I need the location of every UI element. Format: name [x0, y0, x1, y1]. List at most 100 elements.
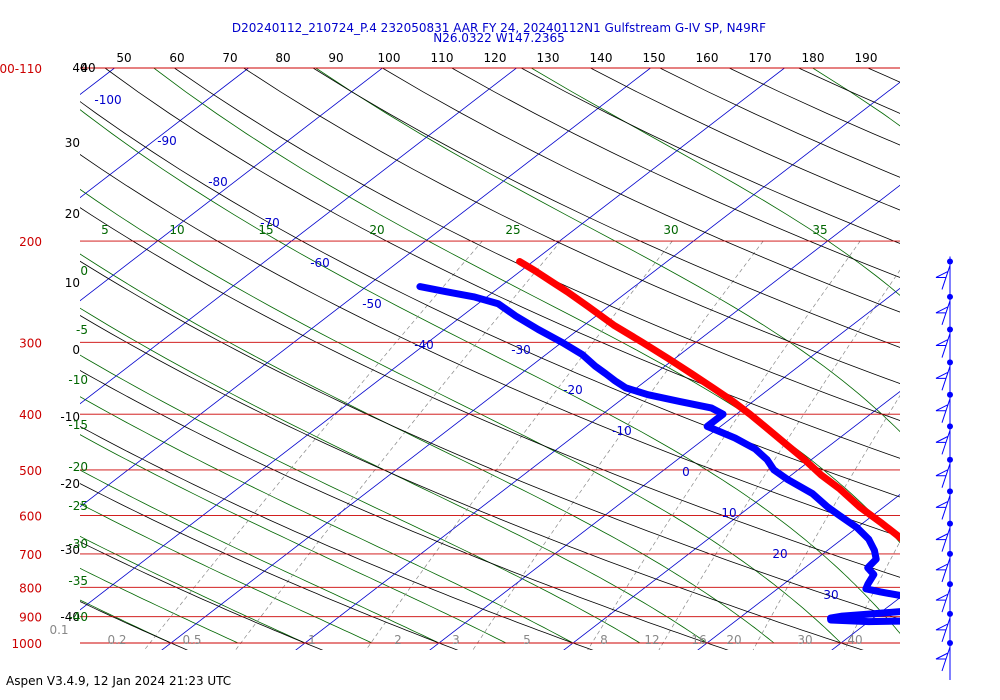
- theta-e-axis-label: -40: [68, 610, 88, 624]
- sounding-trace: [416, 283, 900, 626]
- wind-barb-dot: [947, 550, 953, 557]
- dry-adiabat-line: [381, 68, 900, 313]
- pressure-label: 700: [19, 548, 42, 562]
- wind-barb-flag: [935, 563, 949, 571]
- wind-barb-dot: [947, 520, 953, 527]
- wind-barb-dot: [947, 640, 953, 646]
- isotherm-label: -20: [563, 383, 583, 397]
- software-footer: Aspen V3.4.9, 12 Jan 2024 21:23 UTC: [6, 674, 232, 688]
- sounding-series: [416, 258, 900, 626]
- theta-e-axis-label: -25: [68, 499, 88, 513]
- mixing-ratio-label: 0.2: [107, 633, 126, 647]
- wind-barb-flag: [935, 500, 949, 508]
- dry-adiabat-line: [946, 12, 1000, 655]
- dry-adiabat-line: [589, 68, 900, 211]
- isotherm-line: [80, 68, 517, 405]
- pressure-label: 1000: [11, 637, 42, 651]
- temperature-axis-label: -30: [60, 543, 80, 557]
- wind-barb-dot: [947, 326, 953, 333]
- wind-barb-flag: [935, 435, 949, 443]
- isotherm-line: [831, 597, 900, 650]
- top-tick-label: 130: [537, 51, 560, 65]
- mixing-ratio-label: 5: [523, 633, 531, 647]
- theta-e-line: [80, 567, 239, 644]
- theta-e-label: 5: [101, 223, 109, 237]
- isotherm-label: -80: [208, 175, 228, 189]
- theta-e-axis-label: -35: [68, 574, 88, 588]
- theta-e-lines: [80, 68, 900, 644]
- theta-e-label: 35: [812, 223, 827, 237]
- dry-adiabat-line: [80, 314, 864, 650]
- theta-e-axis-label: 0: [80, 264, 88, 278]
- theta-e-axis-label: -10: [68, 373, 88, 387]
- temperature-axis-label: 10: [65, 276, 80, 290]
- mixing-ratio-label: 40: [847, 633, 862, 647]
- top-tick-label: 80: [275, 51, 290, 65]
- isotherm-label: -70: [260, 216, 280, 230]
- mixing-ratio-line: [658, 269, 900, 650]
- theta-e-label: 15: [258, 223, 273, 237]
- wind-barb-flag: [935, 271, 949, 278]
- pressure-label: 300: [19, 336, 42, 350]
- top-tick-label: 70: [222, 51, 237, 65]
- top-tick-label: 90: [328, 51, 343, 65]
- wind-barb-flag: [935, 404, 949, 412]
- isotherm-line: [80, 68, 249, 199]
- theta-e-line: [531, 68, 900, 296]
- top-tick-label: 100: [378, 51, 401, 65]
- dry-adiabat-line: [797, 68, 900, 114]
- mixing-ratio-line: [365, 240, 673, 650]
- dry-adiabat-line: [80, 260, 900, 620]
- theta-e-line: [80, 253, 775, 644]
- dry-adiabat-line: [80, 541, 324, 650]
- wind-barb-dot: [947, 423, 953, 430]
- pressure-label: 500: [19, 464, 42, 478]
- sounding-trace: [516, 258, 900, 542]
- isotherm-line: [295, 184, 900, 650]
- theta-e-line: [80, 354, 641, 644]
- top-tick-label: 170: [749, 51, 772, 65]
- chart-subtitle: N26.0322 W147.2365: [433, 31, 565, 45]
- wind-barb-flag: [935, 469, 949, 477]
- temperature-axis-label: 20: [65, 207, 80, 221]
- top-tick-label: 160: [696, 51, 719, 65]
- dry-adiabat-line: [451, 68, 900, 278]
- dry-adiabat-lines: [80, 12, 1000, 655]
- theta-e-line: [315, 68, 900, 433]
- theta-e-line: [80, 109, 900, 635]
- dry-adiabat-line: [80, 426, 594, 650]
- wind-barb-dot: [947, 391, 953, 398]
- dry-adiabat-line: [80, 207, 900, 578]
- dry-adiabat-line: [104, 68, 900, 459]
- dry-adiabat-line: [80, 601, 188, 650]
- temperature-axis-label: -10: [60, 410, 80, 424]
- isotherm-label: -50: [362, 297, 382, 311]
- theta-e-line: [80, 503, 373, 644]
- mixing-ratio-label: 3: [452, 633, 460, 647]
- pressure-label: 100-110: [0, 62, 42, 76]
- wind-barb-dot: [947, 293, 953, 300]
- theta-e-line: [80, 469, 440, 644]
- mixing-ratio-label: 12: [644, 633, 659, 647]
- wind-barb-flag: [935, 593, 949, 601]
- mixing-ratio-label: 20: [726, 633, 741, 647]
- wind-barb-flag: [935, 623, 949, 631]
- top-tick-label: 110: [431, 51, 454, 65]
- isotherm-line: [429, 287, 900, 650]
- pressure-label: 800: [19, 581, 42, 595]
- isotherm-line: [80, 68, 115, 96]
- isotherm-label: 0: [682, 465, 690, 479]
- dry-adiabat-line: [520, 68, 900, 244]
- wind-barb-dot: [947, 359, 953, 366]
- pressure-label: 400: [19, 408, 42, 422]
- mixing-ratio-label: 16: [691, 633, 706, 647]
- theta-e-label: 20: [369, 223, 384, 237]
- mixing-ratio-label: 30: [797, 633, 812, 647]
- dry-adiabat-line: [80, 370, 729, 650]
- wind-barb-dot: [947, 581, 953, 588]
- mixing-ratio-line: [235, 240, 562, 650]
- pressure-label: 200: [19, 235, 42, 249]
- dry-adiabat-line: [728, 68, 900, 146]
- dry-adiabat-line: [242, 68, 900, 385]
